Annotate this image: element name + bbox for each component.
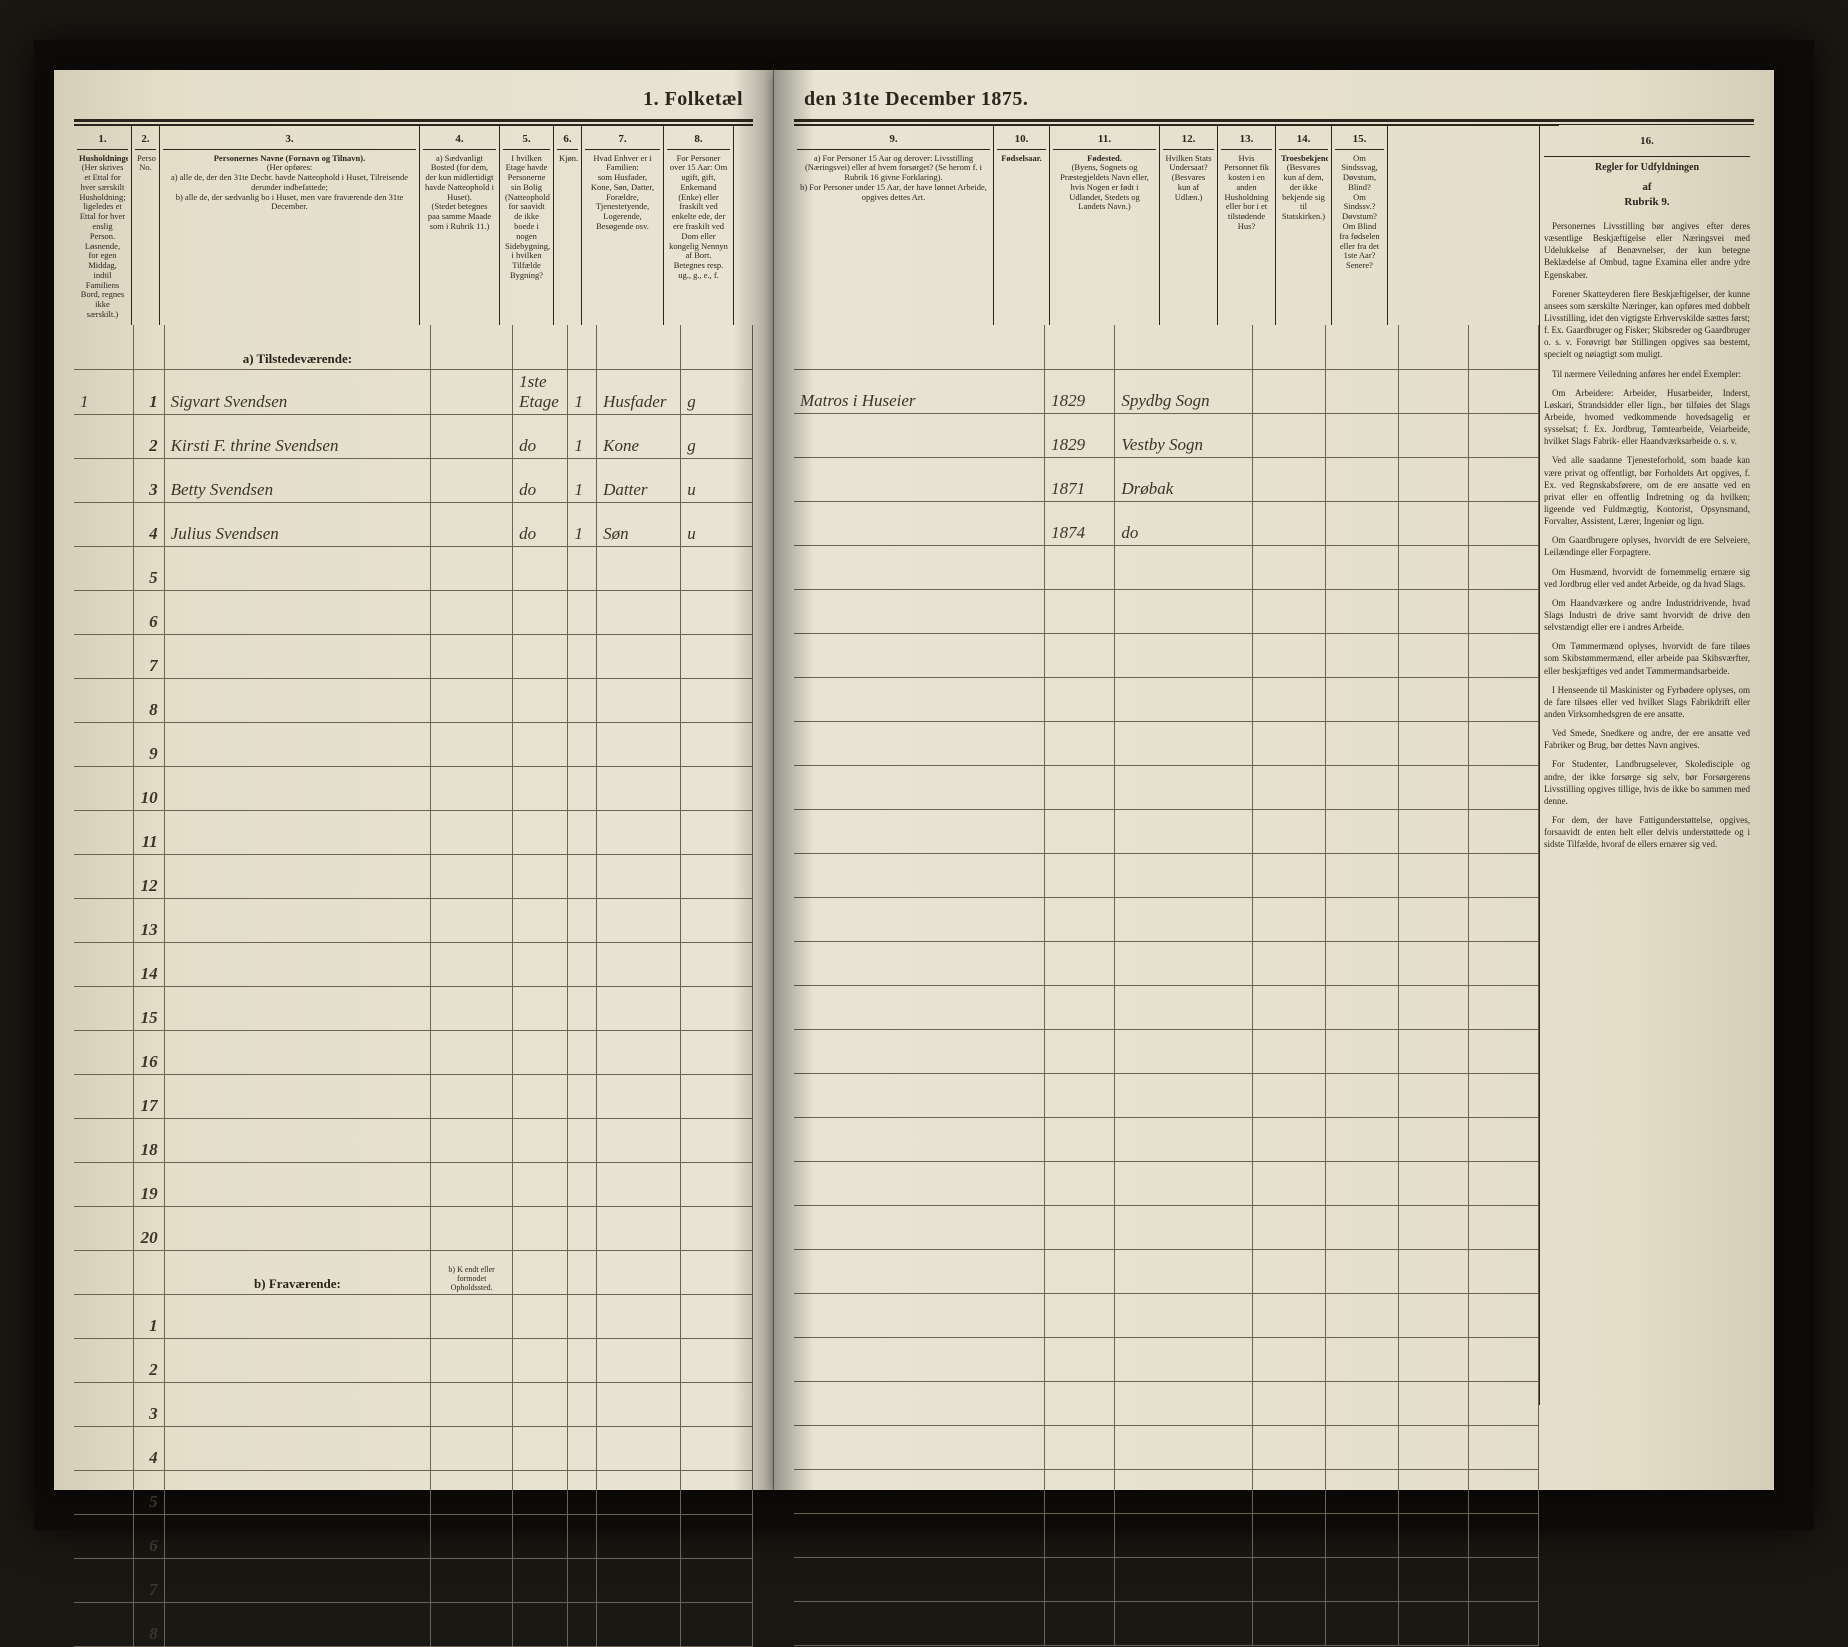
header-left: 1. Husholdninger.(Her skrives et Ettal f… [74, 125, 753, 325]
table-row: 19 [74, 1162, 753, 1206]
column-header: 1. Husholdninger.(Her skrives et Ettal f… [74, 126, 132, 325]
table-row: 18 [74, 1118, 753, 1162]
instruction-paragraph: Ved Smede, Snedkere og andre, der ere an… [1544, 727, 1750, 751]
instruction-paragraph: Om Husmænd, hvorvidt de fornemmelig ernæ… [1544, 566, 1750, 590]
table-row: 1874do [794, 501, 1539, 545]
table-row [794, 809, 1539, 853]
table-row: 6 [74, 1514, 753, 1558]
table-row [794, 1425, 1539, 1469]
table-row [794, 985, 1539, 1029]
instruction-paragraph: For Studenter, Landbrugselever, Skoledis… [1544, 758, 1750, 807]
column-header: 4. a) Sædvanligt Bosted (for dem, der ku… [420, 126, 500, 325]
instruction-paragraph: Om Arbeidere: Arbeider, Husarbeider, Ind… [1544, 387, 1750, 448]
column-header: 11. Fødested.(Byens, Sognets og Præstegj… [1050, 126, 1160, 325]
table-row [794, 1557, 1539, 1601]
table-row: 3 [74, 1382, 753, 1426]
table-row: 9 [74, 722, 753, 766]
census-table-left: a) Tilstedeværende:11Sigvart Svendsen1st… [74, 325, 753, 1647]
column-header: 7. Hvad Enhver er i Familien:som Husfade… [582, 126, 664, 325]
instructions-body: Personernes Livsstilling bør angives eft… [1544, 220, 1750, 850]
table-row [794, 1161, 1539, 1205]
table-row [794, 1293, 1539, 1337]
header-right: 9. a) For Personer 15 Aar og derover: Li… [794, 125, 1559, 325]
column-header: 8. For Personer over 15 Aar: Om ugift, g… [664, 126, 734, 325]
table-row: 8 [74, 1602, 753, 1646]
table-row [794, 1073, 1539, 1117]
column-header: 10. Fødselsaar. [994, 126, 1050, 325]
page-right: den 31te December 1875. 9. a) For Person… [774, 70, 1774, 1490]
table-row [794, 1029, 1539, 1073]
column-header: 3. Personernes Navne (Fornavn og Tilnavn… [160, 126, 420, 325]
table-row: 5 [74, 546, 753, 590]
instruction-paragraph: Ved alle saadanne Tjenesteforhold, som b… [1544, 454, 1750, 527]
instruction-paragraph: Personernes Livsstilling bør angives eft… [1544, 220, 1750, 281]
table-row: 13 [74, 898, 753, 942]
census-table-right: Matros i Huseier1829Spydbg Sogn1829Vestb… [794, 325, 1539, 1646]
table-row: 3Betty Svendsendo1Datteru [74, 458, 753, 502]
table-row: 12 [74, 854, 753, 898]
table-row: 10 [74, 766, 753, 810]
instruction-paragraph: Forener Skatteyderen flere Beskjæftigels… [1544, 288, 1750, 361]
table-row [794, 1205, 1539, 1249]
column-header: 15. Om Sindssvag, Døvstum, Blind?Om Sind… [1332, 126, 1388, 325]
table-row [794, 897, 1539, 941]
table-row: 11Sigvart Svendsen1ste Etage1Husfaderg [74, 369, 753, 414]
table-row: 11 [74, 810, 753, 854]
table-row: 6 [74, 590, 753, 634]
table-row [794, 765, 1539, 809]
page-left: 1. Folketæl 1. Husholdninger.(Her skrive… [54, 70, 774, 1490]
table-row: 5 [74, 1470, 753, 1514]
page-title-right: den 31te December 1875. [774, 70, 1774, 115]
table-row [794, 633, 1539, 677]
column-header: 9. a) For Personer 15 Aar og derover: Li… [794, 126, 994, 325]
column-header: 2. Personernes No. [132, 126, 160, 325]
table-row: 8 [74, 678, 753, 722]
instructions-title: Regler for Udfyldningen [1544, 161, 1750, 175]
instruction-paragraph: Til nærmere Veiledning anføres her endel… [1544, 368, 1750, 380]
table-row: 17 [74, 1074, 753, 1118]
table-row: 16 [74, 1030, 753, 1074]
table-row [794, 721, 1539, 765]
table-row [794, 1337, 1539, 1381]
instructions-column: 16. Regler for Udfyldningen afRubrik 9. … [1539, 125, 1754, 1405]
table-row: 4 [74, 1426, 753, 1470]
table-row: 1871Drøbak [794, 457, 1539, 501]
table-row [794, 1117, 1539, 1161]
table-row: 14 [74, 942, 753, 986]
table-row: 7 [74, 1558, 753, 1602]
table-row [794, 941, 1539, 985]
instruction-paragraph: Om Gaardbrugere oplyses, hvorvidt de ere… [1544, 534, 1750, 558]
table-row [794, 1381, 1539, 1425]
table-row: 2Kirsti F. thrine Svendsendo1Koneg [74, 414, 753, 458]
table-row [794, 589, 1539, 633]
table-row [794, 1469, 1539, 1513]
instruction-paragraph: Om Haandværkere og andre Industridrivend… [1544, 597, 1750, 633]
column-header: 12. Hvilken Stats Undersaat?(Besvares ku… [1160, 126, 1218, 325]
page-title-left: 1. Folketæl [54, 70, 773, 115]
table-row: 7 [74, 634, 753, 678]
column-header: 14. Troesbekjendelse.(Besvares kun af de… [1276, 126, 1332, 325]
column-header: 5. I hvilken Etage havde Personerne sin … [500, 126, 554, 325]
table-row: 1829Vestby Sogn [794, 413, 1539, 457]
instruction-paragraph: Om Tømmermænd oplyses, hvorvidt de fare … [1544, 640, 1750, 676]
table-row [794, 1513, 1539, 1557]
table-row: 2 [74, 1338, 753, 1382]
instruction-paragraph: For dem, der have Fattigunderstøttelse, … [1544, 814, 1750, 850]
table-row [794, 677, 1539, 721]
column-header: 6. Kjøn. [554, 126, 582, 325]
instructions-sub: afRubrik 9. [1544, 180, 1750, 210]
table-row: Matros i Huseier1829Spydbg Sogn [794, 369, 1539, 413]
census-book: 1. Folketæl 1. Husholdninger.(Her skrive… [34, 40, 1814, 1530]
table-row: 15 [74, 986, 753, 1030]
table-row [794, 1601, 1539, 1645]
table-row: 20 [74, 1206, 753, 1250]
table-row [794, 853, 1539, 897]
column-header: 13. Hvis Personnet fik kosten i en anden… [1218, 126, 1276, 325]
table-row: 1 [74, 1294, 753, 1338]
instruction-paragraph: I Henseende til Maskinister og Fyrbødere… [1544, 684, 1750, 720]
table-row: 4Julius Svendsendo1Sønu [74, 502, 753, 546]
table-row [794, 545, 1539, 589]
